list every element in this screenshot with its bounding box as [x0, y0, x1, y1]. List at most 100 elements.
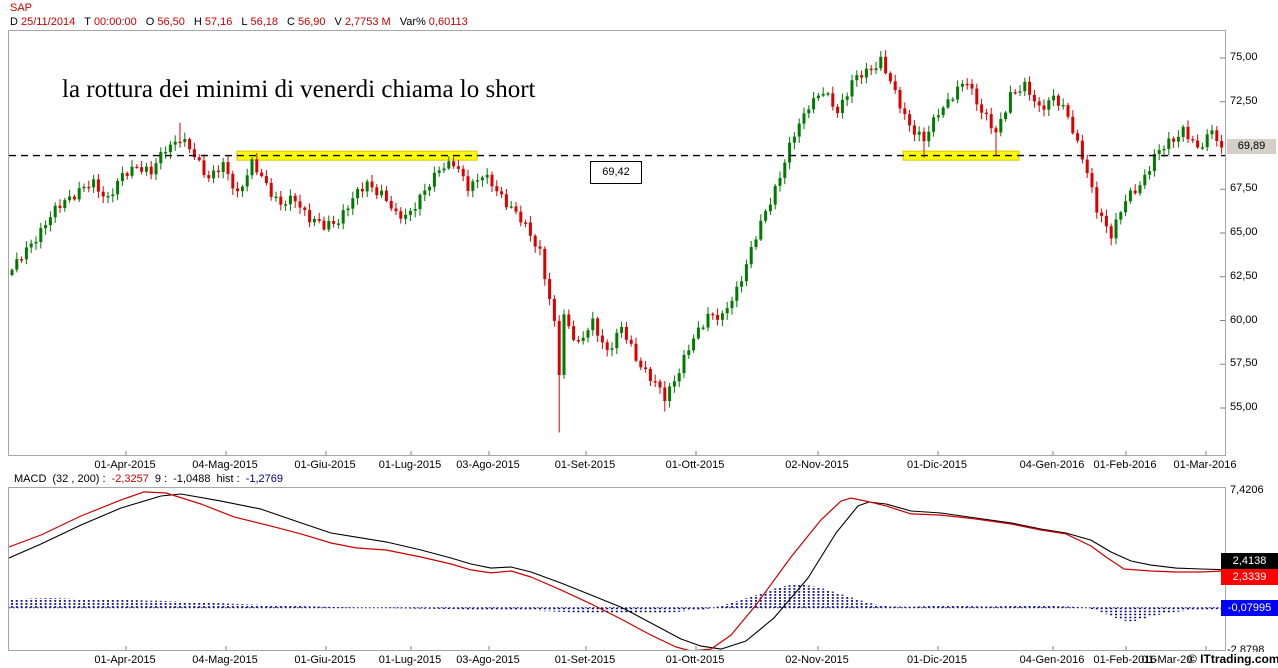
date-axis-label-bottom: 01-Set-2015	[554, 654, 616, 666]
candle-body	[351, 198, 355, 209]
price-axis-label: 55,00	[1230, 401, 1258, 413]
candle-body	[154, 163, 158, 175]
candle-body	[706, 313, 710, 328]
candle-body	[836, 106, 840, 113]
candle-body	[740, 281, 744, 287]
candle-body	[149, 166, 153, 175]
date-axis-label: 01-Set-2015	[554, 459, 616, 471]
candle-body	[543, 248, 547, 280]
candle-body	[1080, 140, 1084, 160]
candle-body	[240, 186, 244, 192]
candle-body	[188, 139, 192, 150]
info-field-value: 00:00:00	[93, 16, 137, 28]
candle-body	[644, 367, 648, 369]
candle-body	[485, 174, 489, 178]
candle-body	[869, 68, 873, 71]
candle-body	[1196, 140, 1200, 148]
candle-body	[884, 56, 888, 74]
candle-body	[1109, 226, 1113, 239]
macd-line	[9, 491, 1225, 650]
candle-body	[917, 131, 921, 135]
candle-body	[192, 149, 196, 158]
candle-body	[1095, 187, 1099, 213]
candle-body	[1205, 134, 1209, 148]
date-axis-label-bottom: 01-Ott-2015	[665, 654, 725, 666]
candle-body	[308, 210, 312, 223]
candle-body	[1162, 148, 1166, 151]
macd-value: -2,3257	[111, 473, 149, 485]
candle-body	[1085, 159, 1089, 174]
macd-signal-line	[9, 493, 1225, 650]
info-field-value: 56,50	[157, 16, 185, 28]
candle-body	[471, 181, 475, 191]
candle-body	[927, 131, 931, 142]
candle-body	[1061, 105, 1065, 107]
candle-body	[749, 247, 753, 265]
candle-body	[10, 269, 14, 275]
candle-body	[207, 175, 211, 179]
candle-body	[1186, 126, 1190, 140]
candle-body	[864, 68, 868, 78]
candle-body	[874, 68, 878, 71]
info-field-value: 56,90	[297, 16, 326, 28]
candle-body	[245, 175, 249, 187]
candle-body	[370, 181, 374, 188]
info-field-value: 2,7753 M	[344, 16, 391, 28]
candle-body	[101, 191, 105, 197]
candle-body	[1023, 81, 1027, 92]
macd-header: MACD (32 , 200) : -2,3257 9 : -1,0488 hist :-…	[14, 473, 289, 485]
candle-body	[226, 162, 230, 174]
candle-body	[346, 208, 350, 211]
candle-body	[1004, 112, 1008, 119]
price-axis-label: 72,50	[1230, 94, 1258, 107]
candle-body	[687, 350, 691, 355]
candle-body	[850, 80, 854, 97]
candle-body	[759, 220, 763, 240]
candle-body	[912, 125, 916, 135]
info-field-label: O	[145, 16, 155, 28]
candle-body	[1167, 138, 1171, 149]
candle-body	[159, 152, 163, 164]
candle-body	[831, 93, 835, 107]
info-field-label: H	[193, 16, 202, 28]
info-field-label: V	[334, 16, 342, 28]
candle-body	[989, 114, 993, 129]
macd-chart-canvas[interactable]	[8, 487, 1226, 651]
candle-body	[264, 176, 268, 183]
date-axis-label: 01-Apr-2015	[94, 459, 156, 471]
candle-body	[336, 223, 340, 225]
date-axis-label: 01-Giu-2015	[294, 459, 356, 471]
candle-body	[792, 136, 796, 143]
candle-body	[624, 327, 628, 340]
candle-body	[668, 386, 672, 401]
candle-body	[269, 182, 273, 197]
candle-body	[476, 180, 480, 182]
date-axis-label: 01-Ott-2015	[665, 459, 725, 471]
candle-body	[860, 75, 864, 78]
signal-current-value-box: 2,3339	[1221, 568, 1278, 585]
macd-title: MACD	[14, 473, 47, 485]
candle-body	[284, 204, 288, 206]
candle-body	[744, 264, 748, 282]
candle-body	[58, 205, 62, 208]
price-axis-label: 67,50	[1230, 182, 1258, 195]
candle-body	[807, 109, 811, 114]
candle-body	[384, 190, 388, 201]
candle-body	[994, 128, 998, 133]
candle-body	[1172, 138, 1176, 142]
date-axis-label-bottom: 04-Gen-2016	[1019, 654, 1085, 666]
macd-hist-label: hist :	[216, 473, 240, 485]
candle-body	[380, 190, 384, 196]
candle-body	[999, 119, 1003, 133]
price-chart-canvas[interactable]	[8, 30, 1226, 456]
candle-body	[528, 222, 532, 236]
candle-body	[1018, 91, 1022, 93]
candle-body	[576, 340, 580, 342]
candle-body	[600, 335, 604, 343]
candle-body	[135, 166, 139, 169]
date-axis-label: 02-Nov-2015	[785, 459, 849, 471]
candle-body	[797, 123, 801, 137]
candle-body	[500, 191, 504, 195]
candle-body	[922, 131, 926, 142]
candle-body	[596, 318, 600, 336]
